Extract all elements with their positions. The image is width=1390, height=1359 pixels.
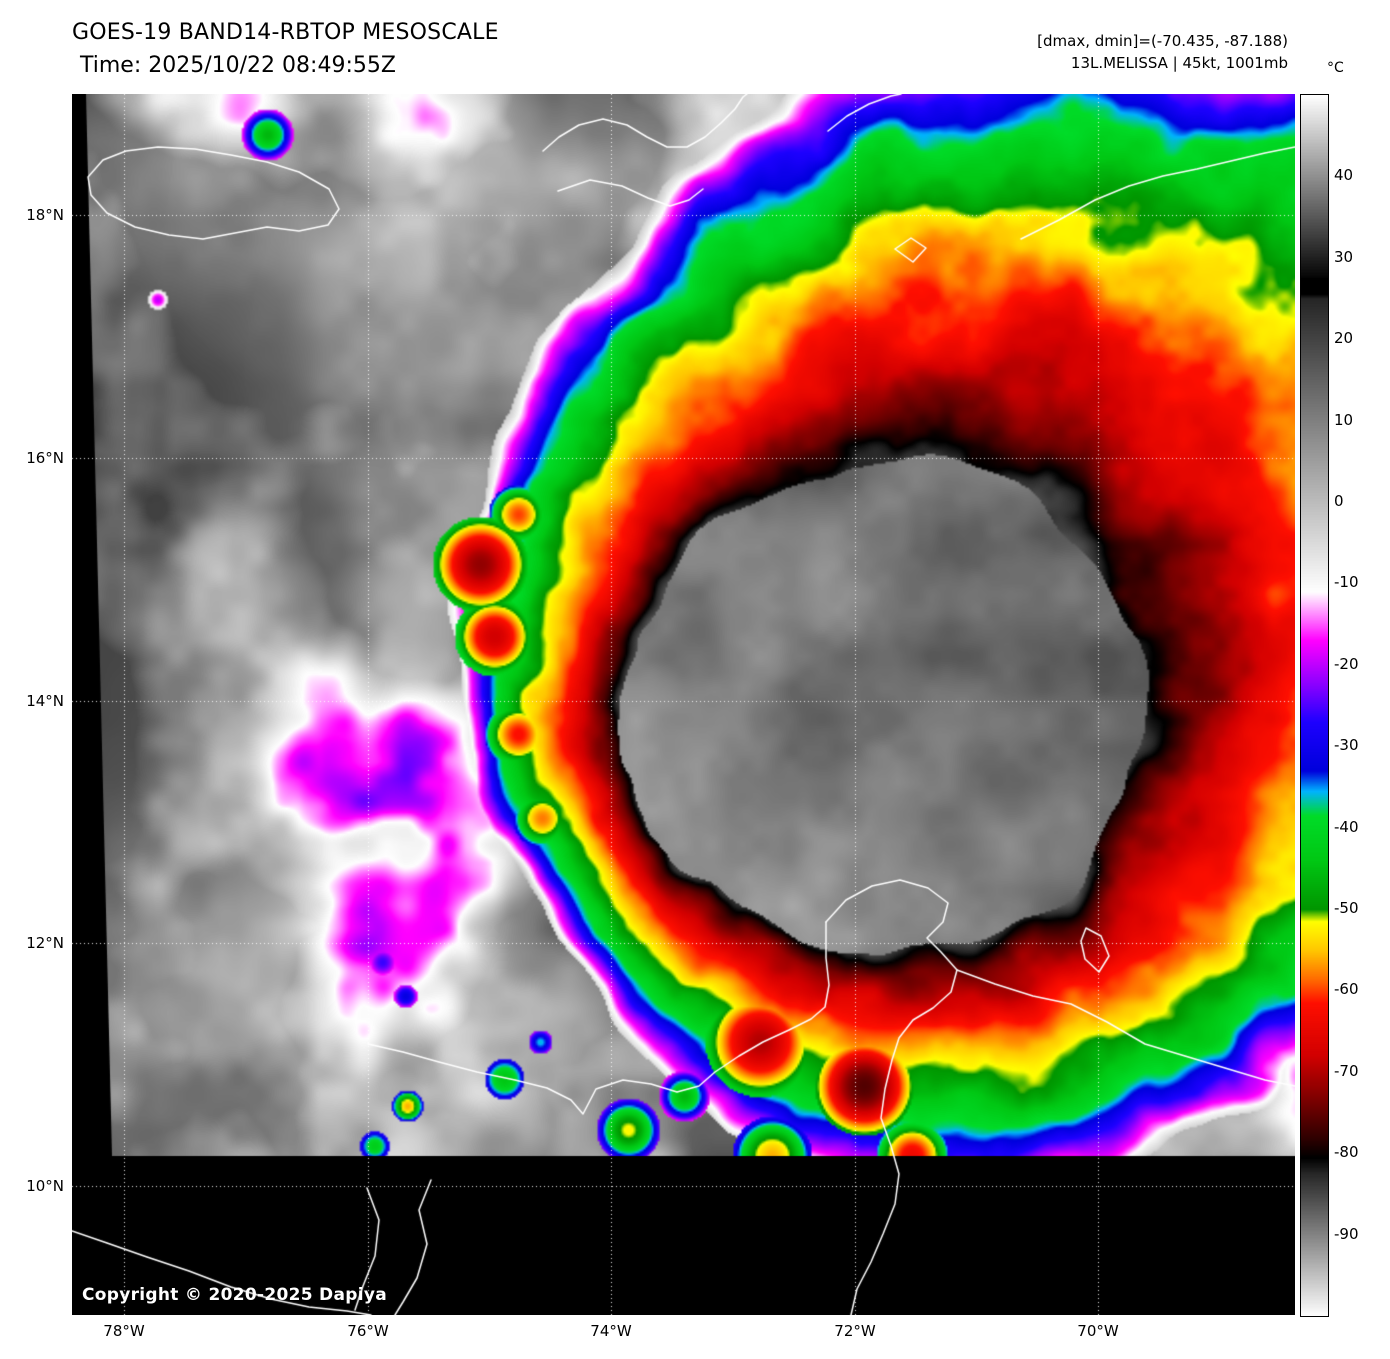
lat-tick-label: 12°N [26, 934, 64, 952]
colorbar-tick-label: -70 [1334, 1061, 1359, 1080]
colorbar-tick-label: 30 [1334, 247, 1354, 266]
figure-timestamp: Time: 2025/10/22 08:49:55Z [80, 53, 396, 78]
colorbar [1300, 94, 1329, 1317]
colorbar-tick-label: 20 [1334, 329, 1354, 348]
colorbar-tick-label: -50 [1334, 899, 1359, 917]
lat-tick-label: 16°N [26, 449, 64, 467]
map-plot-area: Copyright © 2020-2025 Dapiya [72, 94, 1295, 1315]
lon-tick-label: 74°W [590, 1322, 632, 1340]
lat-tick-label: 10°N [26, 1177, 64, 1195]
colorbar-tick-label: 10 [1334, 410, 1354, 429]
lon-tick-label: 70°W [1077, 1322, 1119, 1340]
figure-title: GOES-19 BAND14-RBTOP MESOSCALE [72, 20, 499, 45]
copyright-label: Copyright © 2020-2025 Dapiya [82, 1285, 387, 1305]
colorbar-tick-label: -90 [1334, 1224, 1359, 1243]
colorbar-tick-label: -30 [1334, 736, 1359, 755]
lon-tick-label: 72°W [834, 1322, 876, 1340]
lat-tick-label: 14°N [26, 692, 64, 710]
lat-tick-label: 18°N [26, 206, 64, 224]
colorbar-tick-label: -20 [1334, 654, 1359, 673]
header-annotations: [dmax, dmin]=(-70.435, -87.188) 13L.MELI… [1037, 30, 1288, 74]
colorbar-unit-label: °C [1327, 60, 1344, 76]
colorbar-tick-label: -60 [1334, 980, 1359, 999]
lon-tick-label: 78°W [103, 1322, 145, 1340]
colorbar-tick-label: -10 [1334, 573, 1359, 592]
satellite-image-canvas [72, 94, 1295, 1315]
colorbar-tick-label: 0 [1334, 492, 1344, 510]
storm-info-annotation: 13L.MELISSA | 45kt, 1001mb [1070, 54, 1288, 72]
colorbar-tick-label: -80 [1334, 1143, 1359, 1162]
colorbar-tick-label: -40 [1334, 817, 1359, 836]
colorbar-tick-label: 40 [1334, 166, 1354, 185]
dmax-dmin-annotation: [dmax, dmin]=(-70.435, -87.188) [1037, 32, 1288, 50]
lon-tick-label: 76°W [347, 1322, 389, 1340]
